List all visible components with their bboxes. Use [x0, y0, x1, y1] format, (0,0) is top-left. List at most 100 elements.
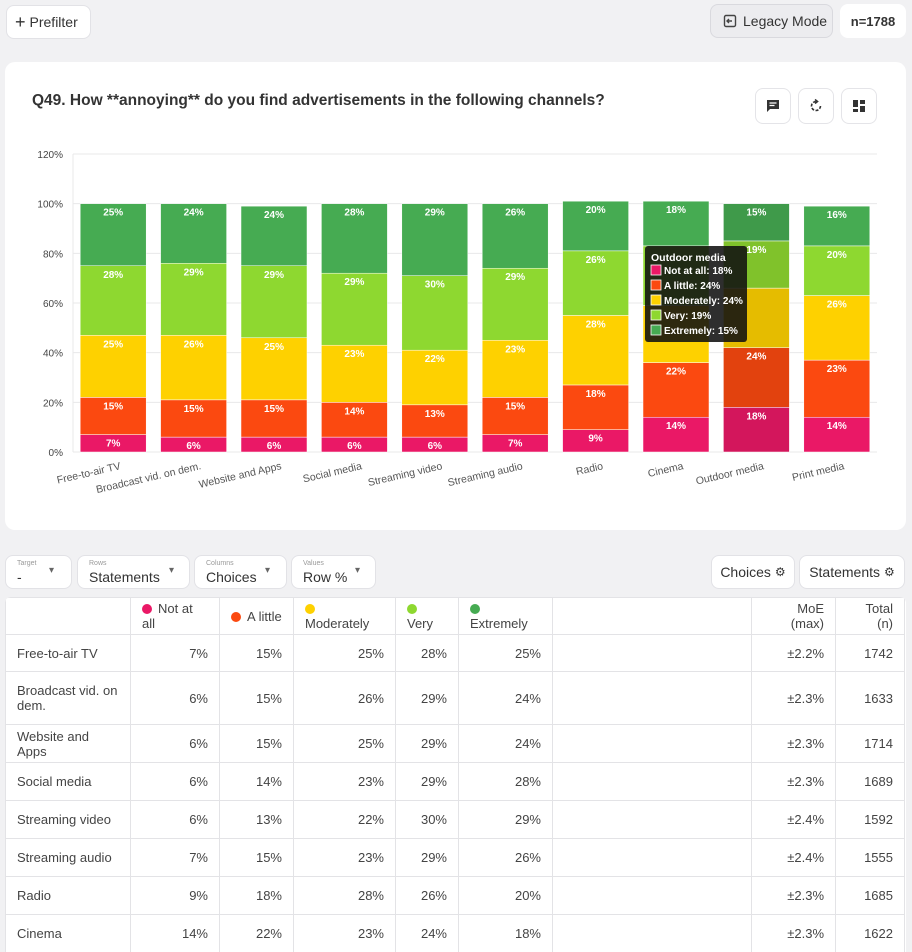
- data-label: 29%: [344, 277, 364, 288]
- table-cell: 6%: [130, 671, 220, 725]
- comment-button[interactable]: [755, 88, 791, 124]
- bar-segment: [803, 245, 871, 296]
- total-header[interactable]: Total (n): [835, 597, 905, 635]
- chevron-down-icon: ▾: [169, 565, 175, 576]
- prefilter-button[interactable]: + Prefilter: [6, 5, 91, 39]
- table-cell: 14%: [219, 762, 294, 801]
- bar-segment: [160, 203, 227, 264]
- bar-segment: [79, 203, 147, 267]
- layout-icon: [853, 100, 865, 112]
- chevron-down-icon: ▾: [265, 565, 271, 576]
- spacer-header: [552, 597, 752, 635]
- columns-small-label: Columns: [206, 560, 234, 567]
- table-controls: Target - ▾ Rows Statements ▾ Columns Cho…: [5, 555, 906, 589]
- tooltip-line: Very: 19%: [664, 311, 711, 322]
- tooltip-title: Outdoor media: [651, 252, 726, 264]
- rows-small-label: Rows: [89, 560, 107, 567]
- data-label: 25%: [103, 208, 123, 219]
- bar-segment: [481, 267, 549, 341]
- data-label: 6%: [267, 441, 282, 452]
- data-label: 18%: [586, 389, 606, 400]
- data-label: 13%: [425, 409, 445, 420]
- data-label: 26%: [184, 339, 204, 350]
- table-cell: 28%: [293, 876, 396, 915]
- y-tick-label: 120%: [37, 150, 63, 161]
- col-header-extremely[interactable]: Extremely: [458, 597, 553, 635]
- gear-icon: ⚙: [774, 565, 786, 579]
- sample-size-label: n=1788: [850, 13, 896, 29]
- table-cell: 22%: [219, 914, 294, 952]
- data-label: 6%: [428, 441, 443, 452]
- values-select[interactable]: Values Row % ▾: [291, 555, 376, 589]
- data-label: 15%: [184, 404, 204, 415]
- bar-segment: [160, 399, 227, 438]
- col-header-a-little[interactable]: A little: [219, 597, 294, 635]
- spacer-cell: [552, 762, 752, 801]
- moe-cell: ±2.3%: [751, 914, 836, 952]
- y-tick-label: 60%: [43, 299, 63, 310]
- legacy-mode-button[interactable]: Legacy Mode: [710, 4, 833, 38]
- data-label: 15%: [103, 401, 123, 412]
- table-cell: 29%: [395, 724, 459, 763]
- refresh-icon: [810, 98, 822, 112]
- target-value: -: [17, 569, 22, 585]
- plus-icon: +: [15, 12, 26, 32]
- x-tick-label: Social media: [302, 460, 363, 485]
- data-label: 7%: [508, 439, 523, 450]
- table-cell: 23%: [293, 762, 396, 801]
- data-label: 18%: [746, 411, 766, 422]
- table-cell: 6%: [130, 724, 220, 763]
- table-cell: 25%: [458, 634, 553, 672]
- data-label: 28%: [344, 208, 364, 219]
- values-value: Row %: [303, 569, 348, 585]
- bar-segment: [562, 315, 629, 386]
- moe-header[interactable]: MoE (max): [751, 597, 836, 635]
- target-select[interactable]: Target - ▾: [5, 555, 72, 589]
- data-label: 29%: [505, 272, 525, 283]
- statements-settings-button[interactable]: Statements ⚙: [799, 555, 905, 589]
- table-cell: 18%: [458, 914, 553, 952]
- moe-cell: ±2.3%: [751, 724, 836, 763]
- bar-segment: [803, 416, 871, 453]
- col-header-moderately[interactable]: Moderately: [293, 597, 396, 635]
- data-label: 29%: [184, 267, 204, 278]
- total-cell: 1742: [835, 634, 905, 672]
- table-cell: 28%: [458, 762, 553, 801]
- data-label: 24%: [264, 210, 284, 221]
- choices-button-label: Choices: [720, 564, 771, 580]
- columns-value: Choices: [206, 569, 257, 585]
- legacy-mode-label: Legacy Mode: [743, 13, 828, 29]
- data-label: 23%: [505, 344, 525, 355]
- data-label: 23%: [827, 364, 847, 375]
- x-tick-label: Website and Apps: [198, 460, 283, 491]
- data-label: 15%: [264, 404, 284, 415]
- spacer-cell: [552, 671, 752, 725]
- table-row: Social media 6% 14% 23% 29% 28% ±2.3% 1689: [5, 762, 905, 801]
- refresh-button[interactable]: [798, 88, 834, 124]
- layout-button[interactable]: [841, 88, 877, 124]
- y-tick-label: 0%: [49, 448, 64, 459]
- col-header-very[interactable]: Very: [395, 597, 459, 635]
- tooltip-swatch: [650, 264, 662, 276]
- data-label: 15%: [746, 208, 766, 219]
- columns-select[interactable]: Columns Choices ▾: [194, 555, 287, 589]
- moe-cell: ±2.4%: [751, 838, 836, 877]
- chart-title: Q49. How **annoying** do you find advert…: [32, 92, 605, 109]
- data-label: 15%: [505, 401, 525, 412]
- data-label: 23%: [344, 349, 364, 360]
- bar-segment: [723, 347, 790, 408]
- bar-segment: [803, 295, 871, 361]
- bar-segment: [562, 384, 629, 430]
- bar-segment: [240, 205, 308, 266]
- rows-select[interactable]: Rows Statements ▾: [77, 555, 190, 589]
- choices-settings-button[interactable]: Choices ⚙: [711, 555, 795, 589]
- prefilter-label: Prefilter: [29, 14, 78, 30]
- total-cell: 1689: [835, 762, 905, 801]
- data-label: 29%: [264, 270, 284, 281]
- table-cell: 6%: [130, 800, 220, 839]
- bar-segment: [401, 203, 469, 276]
- table-row: Streaming video 6% 13% 22% 30% 29% ±2.4% 1592: [5, 800, 905, 839]
- col-header-not-at-all[interactable]: Not at all: [130, 597, 220, 635]
- statements-button-label: Statements: [809, 564, 881, 580]
- spacer-cell: [552, 876, 752, 915]
